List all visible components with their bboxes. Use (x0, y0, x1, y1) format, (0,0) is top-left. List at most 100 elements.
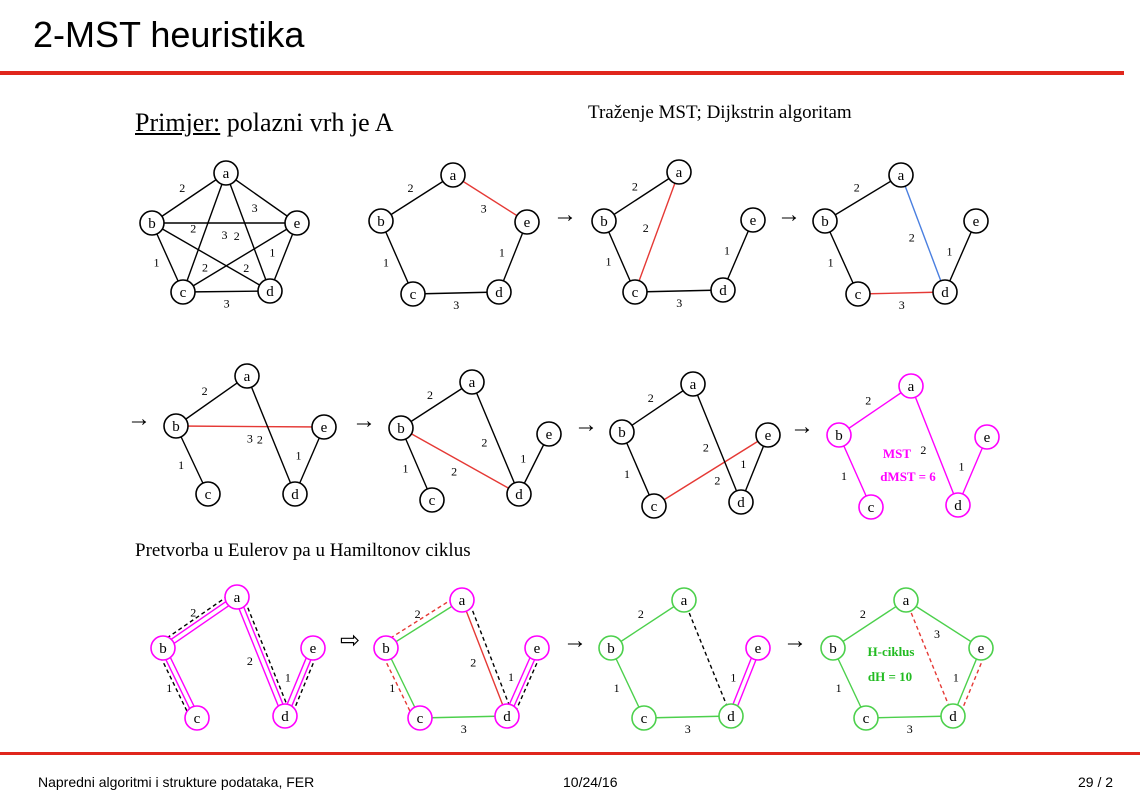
node-label-a: a (459, 593, 466, 609)
edge-a-b (400, 381, 473, 429)
node-label-a: a (469, 375, 476, 391)
edge-weight-label: 2 (481, 436, 487, 450)
edge-weight-label: 1 (953, 670, 959, 684)
node-label-a: a (223, 166, 230, 182)
node-e (968, 635, 994, 661)
arrow-icon: → (553, 202, 577, 228)
node-label-b: b (835, 428, 843, 444)
node-c (858, 494, 884, 520)
node-label-d: d (495, 285, 503, 301)
edge-weight-label: 1 (836, 681, 842, 695)
edge-weight-label: 3 (461, 722, 467, 736)
node-label-b: b (829, 641, 837, 657)
node-e (300, 635, 326, 661)
edge-c-e (182, 222, 298, 293)
graph-annotation: dH = 10 (868, 669, 912, 684)
node-label-a: a (234, 590, 241, 606)
edge-weight-label: 1 (624, 467, 630, 481)
edge-weight-label: 1 (178, 458, 184, 472)
edge-weight-label: 3 (934, 627, 940, 641)
edge-weight-label: 3 (907, 722, 913, 736)
arrow-icon: → (352, 408, 376, 434)
edge-weight-label: 2 (860, 607, 866, 621)
node-c (184, 705, 210, 731)
edge-a-c (634, 171, 680, 293)
edge-weight-label: 1 (389, 681, 395, 695)
edge-c-e (653, 434, 769, 507)
example-prefix: Primjer: (135, 108, 221, 137)
edge-weight-label: 2 (247, 654, 253, 668)
node-d (257, 278, 283, 304)
node-label-b: b (607, 641, 615, 657)
edge-weight-label: 2 (643, 221, 649, 235)
edge-weight-label: 3 (899, 298, 905, 312)
edge-b-e (175, 425, 325, 428)
edge-b-c (838, 434, 872, 508)
edge-weight-label: 2 (920, 443, 926, 457)
node-label-e: e (546, 427, 553, 443)
node-label-c: c (194, 711, 201, 727)
node-label-e: e (978, 641, 985, 657)
edge-a-d (900, 174, 946, 293)
node-a (666, 159, 692, 185)
edge-e-d (289, 650, 320, 719)
node-c (400, 281, 426, 307)
node-a (440, 162, 466, 188)
node-label-b: b (377, 214, 385, 230)
node-e (311, 414, 337, 440)
node-label-b: b (600, 214, 608, 230)
edge-weight-label: 1 (947, 245, 953, 259)
node-label-c: c (180, 285, 187, 301)
edge-weight-label: 2 (415, 607, 421, 621)
node-label-c: c (855, 287, 862, 303)
node-label-d: d (503, 709, 511, 725)
node-label-d: d (727, 709, 735, 725)
node-b (373, 635, 399, 661)
graph-8: 2 2 1 1 a b e c d MST dMST = 6 (826, 373, 1000, 520)
edge-weight-label: 1 (402, 462, 408, 476)
edge-weight-label: 3 (252, 201, 258, 215)
edge-weight-label: 2 (632, 179, 638, 193)
graph-3: 2 2 1 3 1 a b e c d (591, 159, 766, 310)
edge-e-d (957, 650, 988, 719)
node-b (812, 208, 838, 234)
node-label-d: d (266, 284, 274, 300)
example-text: polazni vrh je A (226, 108, 394, 137)
node-d (710, 277, 736, 303)
edge-weight-label: 2 (234, 229, 240, 243)
edge-weight-label: 3 (224, 296, 230, 310)
node-label-e: e (321, 420, 328, 436)
node-c (641, 493, 667, 519)
graph-7: 2 2 1 2 1 a b e c d (609, 371, 781, 519)
edge-b-c (603, 220, 636, 293)
edge-weight-label: 1 (730, 671, 736, 685)
graph-6: 2 2 1 2 1 a b e c d (388, 369, 562, 513)
edge-weight-label: 1 (285, 670, 291, 684)
edge-c-d (412, 291, 500, 295)
node-e (963, 208, 989, 234)
node-c (195, 481, 221, 507)
node-label-e: e (755, 641, 762, 657)
edge-b-c (379, 650, 416, 721)
node-d (282, 481, 308, 507)
node-label-d: d (949, 709, 957, 725)
graph-4: 2 2 1 3 1 a b e c d (812, 162, 989, 312)
node-a (893, 587, 919, 613)
title-divider (0, 71, 1124, 75)
node-c (407, 705, 433, 731)
node-label-d: d (737, 495, 745, 511)
edge-a-b (603, 171, 680, 222)
node-label-c: c (863, 711, 870, 727)
graph-2: 2 3 1 3 1 a b e c d (368, 162, 540, 312)
edge-weight-label: 1 (958, 459, 964, 473)
node-label-c: c (417, 711, 424, 727)
node-d (728, 489, 754, 515)
node-e (755, 422, 781, 448)
mst-heading: Traženje MST; Dijkstrin algoritam (588, 102, 852, 123)
edge-a-b (824, 174, 902, 222)
edge-weight-label: 2 (703, 441, 709, 455)
node-label-c: c (651, 499, 658, 515)
node-label-a: a (450, 168, 457, 184)
